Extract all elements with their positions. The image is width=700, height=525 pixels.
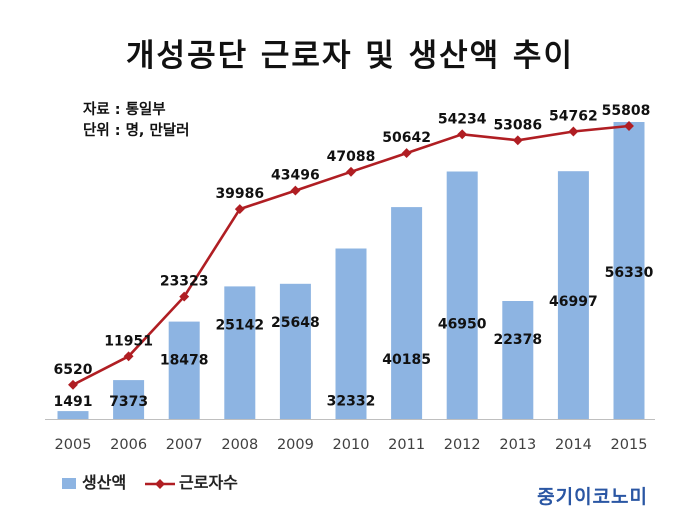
line-point-2006	[123, 351, 134, 362]
legend-bar: 생산액	[62, 469, 126, 493]
x-tick-2011: 2011	[388, 437, 425, 453]
bar-2014	[557, 171, 589, 419]
line-label-2009: 43496	[271, 168, 320, 184]
bar-label-2010: 32332	[327, 394, 376, 410]
line-point-2014	[568, 126, 579, 137]
x-tick-2008: 2008	[221, 437, 258, 453]
line-label-2006: 11951	[104, 333, 153, 349]
bar-label-2009: 25648	[271, 315, 320, 331]
line-label-2010: 47088	[327, 149, 376, 165]
line-point-2015	[624, 121, 634, 131]
legend-bar-label: 생산액	[82, 473, 127, 492]
line-point-2012	[457, 129, 468, 140]
bar-label-2012: 46950	[438, 317, 487, 333]
bar-2011	[391, 207, 423, 419]
x-tick-2006: 2006	[110, 437, 147, 453]
x-tick-2015: 2015	[611, 437, 648, 453]
line-label-2014: 54762	[549, 109, 598, 125]
line-label-2011: 50642	[382, 130, 431, 146]
bar-label-2008: 25142	[215, 317, 264, 333]
legend-bar-swatch	[62, 478, 76, 489]
bar-2009	[279, 283, 311, 419]
bar-2005	[57, 411, 89, 419]
line-point-2008	[234, 204, 245, 215]
x-tick-2007: 2007	[166, 437, 203, 453]
x-tick-2014: 2014	[555, 437, 592, 453]
bar-2006	[113, 380, 145, 419]
line-label-2005: 6520	[54, 362, 93, 378]
bar-label-2007: 18478	[160, 353, 209, 369]
bar-label-2005: 1491	[54, 394, 93, 410]
line-point-2013	[512, 135, 523, 146]
bar-2010	[335, 248, 367, 419]
bar-2007	[168, 321, 200, 419]
legend-line: 근로자수	[145, 469, 238, 493]
bar-label-2014: 46997	[549, 294, 598, 310]
line-point-2007	[179, 291, 190, 302]
legend-line-swatch	[145, 478, 175, 489]
line-label-2015: 55808	[602, 103, 651, 119]
bar-2015	[613, 122, 645, 419]
line-label-2008: 39986	[215, 186, 264, 202]
x-tick-2012: 2012	[444, 437, 481, 453]
line-point-2005	[68, 379, 78, 390]
x-tick-2010: 2010	[333, 437, 370, 453]
source-note: 자료 : 통일부	[83, 102, 166, 118]
x-tick-2009: 2009	[277, 437, 314, 453]
line-label-2013: 53086	[493, 117, 542, 133]
chart-title: 개성공단 근로자 및 생산액 추이	[126, 38, 574, 74]
bar-label-2006: 7373	[109, 394, 148, 410]
line-point-2010	[346, 166, 356, 177]
brand-logo: 중기이코노미	[537, 486, 648, 508]
line-point-2009	[290, 185, 301, 196]
bar-label-2011: 40185	[382, 352, 431, 368]
line-label-2007: 23323	[160, 274, 209, 290]
x-tick-2005: 2005	[55, 437, 92, 453]
bar-label-2013: 22378	[493, 332, 542, 348]
legend-line-label: 근로자수	[179, 473, 238, 492]
bar-label-2015: 56330	[605, 265, 654, 281]
bar-2013	[502, 301, 534, 419]
x-tick-2013: 2013	[499, 437, 536, 453]
bar-2008	[224, 286, 256, 419]
line-point-2011	[401, 148, 412, 159]
bar-2012	[446, 171, 478, 419]
unit-note: 단위 : 명, 만달러	[83, 123, 190, 139]
line-label-2012: 54234	[438, 111, 487, 127]
